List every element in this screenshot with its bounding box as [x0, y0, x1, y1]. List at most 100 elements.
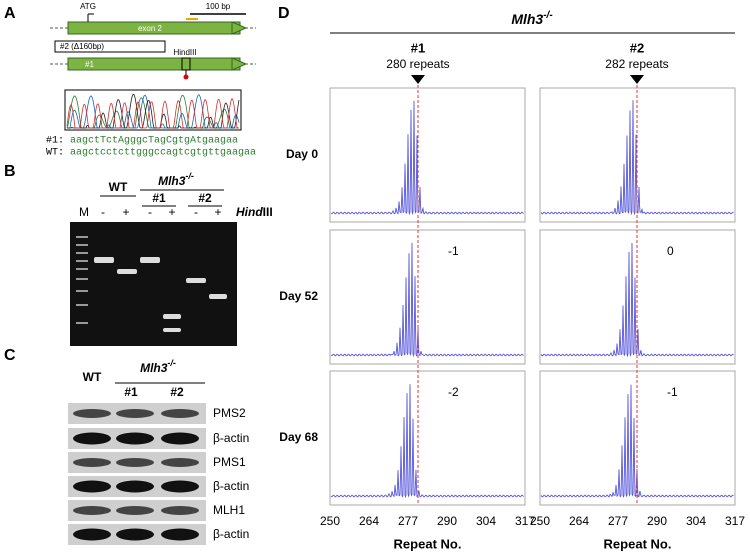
- shape: [76, 278, 88, 280]
- spectrum-trace: [330, 384, 524, 499]
- blot-band: [116, 528, 154, 541]
- blot-band: [161, 458, 199, 467]
- site-label: HindIII: [173, 48, 196, 57]
- blot-band: [73, 528, 111, 541]
- sup: -/-: [167, 358, 176, 368]
- shift-label: -2: [448, 385, 459, 399]
- gene: Mlh3: [511, 11, 543, 27]
- x-tick-label: 277: [608, 514, 628, 528]
- panel-label: C: [4, 347, 16, 364]
- x-axis-label: Repeat No.: [604, 536, 672, 551]
- repeats-label: 280 repeats: [386, 57, 449, 71]
- shape: #1 280 repeats -1 -2 250 264 277 290 304 317 Repea…: [279, 40, 745, 551]
- shape: [117, 269, 137, 274]
- blot-label: β-actin: [213, 527, 249, 541]
- deletion-label: #2 (Δ160bp): [60, 42, 104, 51]
- lane-label: +: [214, 205, 221, 219]
- panel-label: D: [278, 5, 290, 22]
- chromatogram-trace: [66, 97, 239, 129]
- gene: Mlh3: [158, 174, 186, 188]
- shape: - + - + - +: [101, 205, 222, 219]
- plot-frame: [329, 87, 526, 223]
- enzyme-rest: III: [263, 205, 273, 219]
- panel-label: A: [4, 5, 16, 22]
- x-tick-label: 304: [476, 514, 496, 528]
- x-tick-label: 304: [686, 514, 706, 528]
- shape: [94, 257, 114, 263]
- genotype: Mlh3-/-: [158, 171, 194, 188]
- seq-name: WT:: [46, 148, 64, 159]
- shape: [76, 304, 88, 306]
- sup: -/-: [185, 171, 194, 181]
- genotype: Mlh3-/-: [511, 10, 553, 27]
- blot-band: [116, 506, 154, 515]
- x-tick-label: 250: [530, 514, 550, 528]
- marker-triangle: [630, 75, 644, 84]
- shape: PMS2 β-actin PMS1 β-actin MLH1 β-actin: [68, 403, 249, 545]
- shape: [70, 222, 237, 346]
- row-label: Day 52: [279, 289, 318, 303]
- gene: Mlh3: [140, 361, 168, 375]
- lane-label: -: [194, 205, 198, 219]
- lane-label: -: [101, 205, 105, 219]
- shape: [66, 93, 240, 129]
- shape: [76, 236, 88, 324]
- shape: [76, 260, 88, 262]
- panel-label: B: [4, 163, 16, 180]
- enzyme-label: HindIII: [236, 205, 273, 219]
- blot-band: [73, 409, 111, 418]
- clone-label: #2: [630, 40, 644, 55]
- blot-label: β-actin: [213, 479, 249, 493]
- repeats-label: 282 repeats: [605, 57, 668, 71]
- clone-label: #2: [170, 385, 184, 399]
- shift-label: -1: [448, 244, 459, 258]
- atg-label: ATG: [80, 2, 96, 11]
- blot-band: [73, 506, 111, 515]
- shape: [140, 257, 160, 263]
- shape: [163, 314, 181, 319]
- shape: [231, 57, 248, 71]
- shape: [209, 294, 227, 299]
- spectrum-trace: [330, 100, 524, 216]
- shape: [76, 322, 88, 324]
- marker-label: M: [79, 205, 89, 219]
- sequence: aagctTctAgggcTagCgtgAtgaagaa: [70, 136, 238, 147]
- blot-band: [116, 432, 154, 445]
- blot-band: [116, 480, 154, 493]
- row-label: Day 0: [286, 147, 318, 161]
- x-tick-label: 250: [320, 514, 340, 528]
- x-axis-label: Repeat No.: [394, 536, 462, 551]
- seq-name: #1:: [46, 136, 64, 147]
- shift-label: -1: [667, 385, 678, 399]
- genotype: Mlh3-/-: [140, 358, 176, 375]
- blot-band: [161, 528, 199, 541]
- wt-label: WT: [109, 180, 128, 194]
- spectrum-trace: [330, 242, 524, 358]
- blot-band: [161, 506, 199, 515]
- chromatogram-trace: [67, 93, 240, 129]
- blot-band: [73, 458, 111, 467]
- clone-label: #1: [152, 191, 166, 205]
- shape: [76, 252, 88, 254]
- x-tick-label: 317: [515, 514, 535, 528]
- marker-triangle: [411, 75, 425, 84]
- shape: [76, 268, 88, 270]
- enzyme-italic: Hind: [236, 205, 263, 219]
- blot-band: [73, 432, 111, 445]
- row-label: Day 68: [279, 430, 318, 444]
- shape: [76, 244, 88, 246]
- blot-band: [161, 480, 199, 493]
- blot-label: MLH1: [213, 503, 245, 517]
- blot-label: PMS1: [213, 455, 246, 469]
- shape: [54, 40, 166, 53]
- shape: [186, 278, 206, 283]
- lane-label: +: [168, 205, 175, 219]
- exon-label: exon 2: [138, 24, 163, 33]
- shape: [76, 290, 88, 292]
- blot-band: [161, 409, 199, 418]
- lane-label: +: [122, 205, 129, 219]
- shape: [76, 236, 88, 238]
- shape: [231, 21, 248, 35]
